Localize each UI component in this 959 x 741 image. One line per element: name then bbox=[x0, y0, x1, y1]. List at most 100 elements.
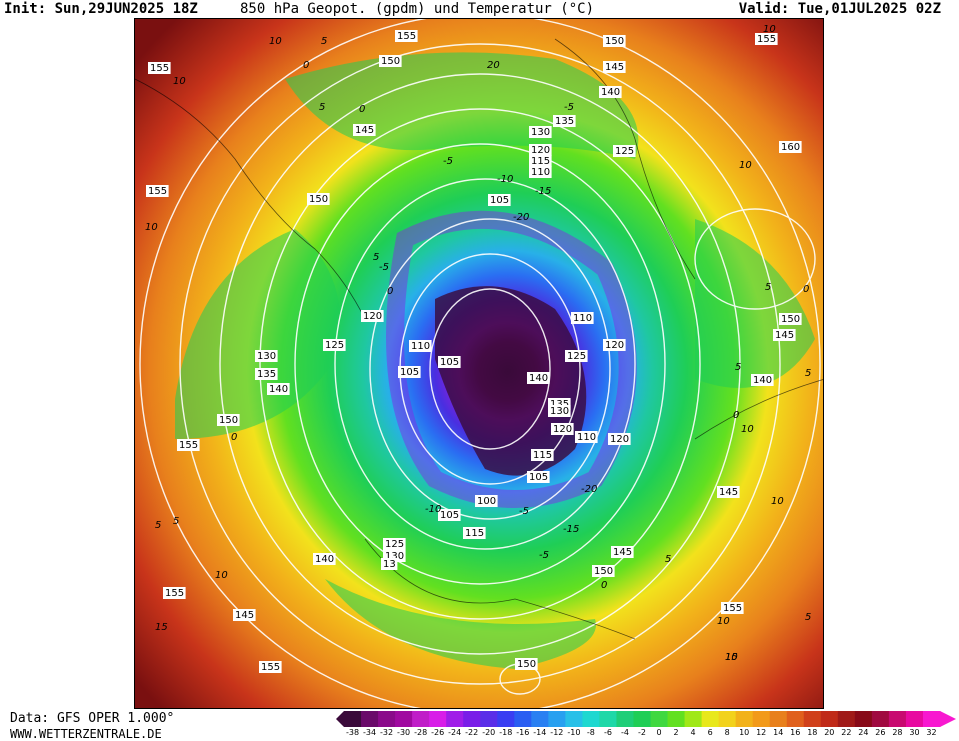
geopotential-label: 155 bbox=[259, 661, 282, 673]
svg-text:15: 15 bbox=[155, 622, 168, 633]
svg-text:5: 5 bbox=[735, 362, 741, 373]
svg-text:125: 125 bbox=[385, 539, 404, 550]
temperature-label: 10 bbox=[173, 76, 186, 87]
geopotential-label: 145 bbox=[611, 546, 634, 558]
legend-tick-label: -6 bbox=[603, 728, 612, 737]
legend-swatch bbox=[650, 711, 669, 727]
geopotential-label: 145 bbox=[773, 329, 796, 341]
temperature-label: 20 bbox=[487, 60, 500, 71]
temperature-label: -15 bbox=[563, 524, 579, 535]
geopotential-label: 125 bbox=[323, 339, 346, 351]
temperature-label: -5 bbox=[379, 262, 389, 273]
legend-tick-label: -28 bbox=[414, 728, 428, 737]
geopotential-label: 155 bbox=[148, 62, 171, 74]
green-lobe-west bbox=[175, 229, 340, 439]
geopotential-label: 120 bbox=[551, 423, 574, 435]
temperature-label: 10 bbox=[215, 570, 228, 581]
temperature-label: 5 bbox=[319, 102, 325, 113]
svg-text:10: 10 bbox=[763, 24, 776, 35]
legend-swatch bbox=[871, 711, 890, 727]
legend-swatch bbox=[463, 711, 481, 727]
geopotential-label: 140 bbox=[313, 553, 336, 565]
svg-text:140: 140 bbox=[269, 384, 288, 395]
legend-tick-label: -16 bbox=[516, 728, 530, 737]
svg-text:0: 0 bbox=[231, 432, 237, 443]
temperature-label: -5 bbox=[519, 506, 529, 517]
svg-text:110: 110 bbox=[411, 341, 430, 352]
svg-text:0: 0 bbox=[803, 284, 809, 295]
geopotential-label: 150 bbox=[515, 658, 538, 670]
geopotential-label: 150 bbox=[592, 565, 615, 577]
temperature-label: 10 bbox=[145, 222, 158, 233]
svg-text:155: 155 bbox=[148, 186, 167, 197]
svg-text:130: 130 bbox=[257, 351, 276, 362]
temperature-label: 5 bbox=[765, 282, 771, 293]
svg-text:5: 5 bbox=[155, 520, 161, 531]
svg-text:105: 105 bbox=[440, 357, 459, 368]
geopotential-contours bbox=[139, 19, 821, 708]
valid-time-label: Valid: Tue,01JUL2025 02Z bbox=[738, 1, 941, 17]
svg-text:0: 0 bbox=[733, 410, 739, 421]
legend-tick-label: -20 bbox=[482, 728, 496, 737]
temperature-label: -20 bbox=[581, 484, 597, 495]
temperature-label: 5 bbox=[155, 520, 161, 531]
legend-tick-label: 16 bbox=[790, 728, 801, 737]
svg-text:5: 5 bbox=[765, 282, 771, 293]
geopotential-label: 125 bbox=[565, 350, 588, 362]
svg-text:-5: -5 bbox=[443, 156, 453, 167]
svg-text:155: 155 bbox=[757, 34, 776, 45]
legend-swatch bbox=[701, 711, 720, 727]
geopotential-label: 155 bbox=[146, 185, 169, 197]
legend-swatch bbox=[429, 711, 447, 727]
svg-text:105: 105 bbox=[490, 195, 509, 206]
temperature-label: -10 bbox=[497, 174, 513, 185]
cold-ring bbox=[386, 210, 637, 508]
legend-tick-label: -30 bbox=[397, 728, 411, 737]
svg-text:150: 150 bbox=[309, 194, 328, 205]
legend-tick-label: -4 bbox=[620, 728, 629, 737]
temperature-label: 0 bbox=[359, 104, 365, 115]
geopotential-label: 140 bbox=[599, 86, 622, 98]
geopotential-label: 120 bbox=[608, 433, 631, 445]
svg-text:150: 150 bbox=[605, 36, 624, 47]
legend-tick-label: 30 bbox=[909, 728, 920, 737]
geopotential-label: 155 bbox=[395, 30, 418, 42]
geopotential-label: 105 bbox=[488, 194, 511, 206]
geopotential-labels: 1551551501501451401451351301201151101251… bbox=[146, 30, 802, 673]
legend-swatch bbox=[531, 711, 549, 727]
geopotential-label: 13 bbox=[381, 558, 398, 570]
legend-swatch bbox=[888, 711, 907, 727]
init-time-label: Init: Sun,29JUN2025 18Z bbox=[4, 1, 198, 17]
geopotential-label: 145 bbox=[603, 61, 626, 73]
svg-text:155: 155 bbox=[397, 31, 416, 42]
svg-text:10: 10 bbox=[145, 222, 158, 233]
geopotential-label: 140 bbox=[527, 372, 550, 384]
legend-swatch bbox=[837, 711, 856, 727]
geopotential-label: 145 bbox=[353, 124, 376, 136]
svg-text:160: 160 bbox=[781, 142, 800, 153]
temperature-label: 0 bbox=[387, 286, 393, 297]
svg-text:-15: -15 bbox=[535, 186, 551, 197]
svg-text:0: 0 bbox=[601, 580, 607, 591]
legend-tick-label: -12 bbox=[550, 728, 564, 737]
svg-text:-5: -5 bbox=[539, 550, 549, 561]
temperature-label: 10 bbox=[725, 652, 738, 663]
svg-text:120: 120 bbox=[610, 434, 629, 445]
geopotential-label: 110 bbox=[409, 340, 432, 352]
svg-text:10: 10 bbox=[269, 36, 282, 47]
legend-swatch bbox=[582, 711, 600, 727]
svg-text:140: 140 bbox=[601, 87, 620, 98]
temperature-label: -5 bbox=[564, 102, 574, 113]
geopotential-label: 125 bbox=[383, 538, 406, 550]
svg-text:130: 130 bbox=[550, 406, 569, 417]
geopotential-label: 155 bbox=[721, 602, 744, 614]
temperature-label: 15 bbox=[155, 622, 168, 633]
svg-text:-10: -10 bbox=[497, 174, 513, 185]
geopotential-label: 120 bbox=[529, 144, 552, 156]
geopotential-label: 105 bbox=[527, 471, 550, 483]
geopotential-label: 100 bbox=[475, 495, 498, 507]
legend-tick-label: 14 bbox=[773, 728, 784, 737]
svg-text:155: 155 bbox=[179, 440, 198, 451]
geopotential-label: 110 bbox=[529, 166, 552, 178]
geopotential-label: 155 bbox=[177, 439, 200, 451]
